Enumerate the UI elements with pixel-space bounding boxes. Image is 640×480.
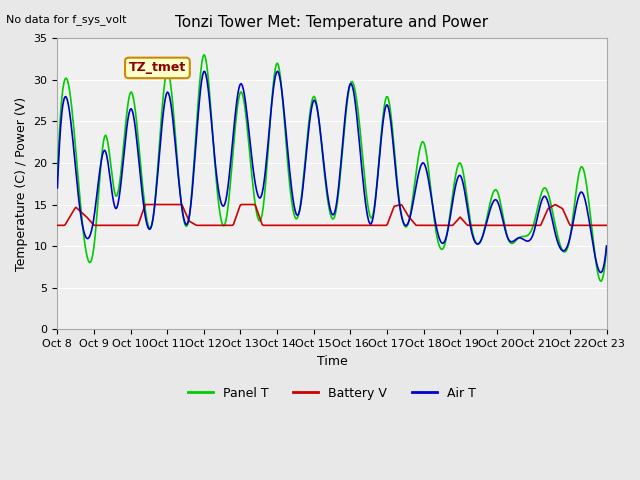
Battery V: [505, 222, 513, 228]
Panel T: [352, 91, 360, 96]
Battery V: [591, 222, 598, 228]
Air T: [274, 68, 282, 74]
Air T: [591, 250, 598, 256]
Battery V: [316, 222, 323, 228]
Panel T: [54, 172, 61, 178]
Title: Tonzi Tower Met: Temperature and Power: Tonzi Tower Met: Temperature and Power: [175, 15, 488, 30]
Air T: [597, 270, 605, 276]
Line: Air T: Air T: [58, 71, 607, 273]
Battery V: [141, 202, 149, 207]
Panel T: [597, 278, 605, 284]
Battery V: [319, 222, 326, 228]
Panel T: [319, 153, 326, 158]
Battery V: [54, 222, 61, 228]
Air T: [381, 105, 389, 111]
Text: TZ_tmet: TZ_tmet: [129, 61, 186, 74]
Air T: [54, 185, 61, 191]
Panel T: [381, 97, 389, 103]
Panel T: [591, 248, 598, 254]
Panel T: [316, 121, 323, 127]
Battery V: [603, 222, 611, 228]
Air T: [352, 103, 360, 109]
X-axis label: Time: Time: [317, 355, 348, 368]
Air T: [603, 243, 611, 249]
Panel T: [603, 243, 611, 249]
Panel T: [200, 52, 207, 58]
Legend: Panel T, Battery V, Air T: Panel T, Battery V, Air T: [183, 382, 481, 405]
Battery V: [352, 222, 360, 228]
Panel T: [505, 237, 513, 243]
Line: Panel T: Panel T: [58, 55, 607, 281]
Battery V: [381, 222, 389, 228]
Air T: [505, 237, 513, 242]
Line: Battery V: Battery V: [58, 204, 607, 225]
Air T: [316, 120, 323, 126]
Y-axis label: Temperature (C) / Power (V): Temperature (C) / Power (V): [15, 96, 28, 271]
Air T: [319, 150, 326, 156]
Text: No data for f_sys_volt: No data for f_sys_volt: [6, 14, 127, 25]
